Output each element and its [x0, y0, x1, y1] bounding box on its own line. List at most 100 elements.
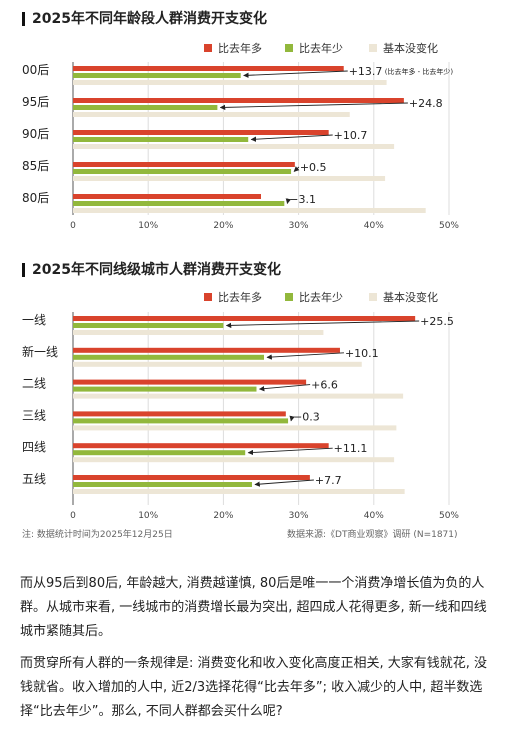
city-tier-chart-svg: 比去年多 比去年少 基本没变化 0 10% 20% 30% 40% 50% 一线 +25.5 新一线 +…: [22, 290, 459, 521]
paragraph: 而贯穿所有人群的一条规律是: 消费变化和收入变化高度正相关, 大家有钱就花, 没…: [20, 656, 488, 719]
legend-swatch-same: [369, 44, 377, 52]
annotation-label: +7.7: [315, 474, 342, 487]
age-chart: 2025年不同年龄段人群消费开支变化 比去年多 比去年少 基本没变化 0 10% 20% 3…: [0, 0, 507, 245]
category-label: 85后: [22, 159, 49, 173]
bar-less: [73, 201, 285, 206]
annotation-label: +6.6: [311, 379, 338, 392]
annotation-arrow: [247, 447, 333, 456]
bar-same: [73, 425, 397, 431]
bar-same: [73, 489, 405, 494]
chart-title: 2025年不同线级城市人群消费开支变化: [22, 263, 281, 277]
x-tick-label: 40%: [364, 221, 384, 231]
annotation-arrow: [254, 479, 314, 487]
bar-less: [73, 137, 249, 142]
footnote: 注: 数据统计时间为2025年12月25日: [22, 530, 173, 540]
annotation-label: +25.5: [420, 315, 454, 328]
bar-less: [73, 169, 292, 174]
x-tick-label: 20%: [213, 511, 233, 521]
bar-more: [73, 130, 329, 135]
category-label: 三线: [22, 408, 46, 422]
bar-more: [73, 162, 295, 167]
annotation-arrow: [285, 198, 292, 205]
annotation-arrow: [243, 70, 348, 78]
bar-same: [73, 330, 324, 335]
x-tick-label: 10%: [138, 221, 158, 231]
annotation-arrow: [219, 102, 408, 111]
legend-label-less: 比去年少: [299, 290, 343, 304]
legend-label-same: 基本没变化: [383, 41, 438, 55]
bar-more: [73, 379, 307, 385]
annotation-label: −3.1: [289, 193, 316, 206]
annotation-label: +0.5: [300, 161, 327, 174]
x-tick-label: 0: [70, 221, 76, 231]
x-tick-label: 10%: [138, 511, 158, 521]
x-tick-label: 40%: [364, 511, 384, 521]
category-label: 90后: [22, 127, 49, 141]
category-label: 80后: [22, 191, 49, 205]
annotation-arrow: [258, 384, 311, 392]
bar-same: [73, 112, 350, 117]
annotation-arrow: [225, 320, 420, 329]
x-tick-label: 30%: [289, 511, 309, 521]
bar-less: [73, 105, 218, 110]
annotation-arrow: [293, 166, 300, 172]
bar-same: [73, 144, 395, 149]
paragraph: 而从95后到80后, 年龄越大, 消费越谨慎, 80后是唯一一个消费净增长值为负…: [20, 576, 487, 639]
x-tick-label: 50%: [439, 221, 459, 231]
age-chart-svg: 比去年多 比去年少 基本没变化 0 10% 20% 30% 40% 50% 00后 +13.7 (比去…: [22, 41, 459, 231]
legend-label-more: 比去年多: [218, 290, 262, 304]
annotation-label: +10.7: [334, 129, 368, 142]
legend-swatch-same: [369, 293, 377, 301]
category-label: 95后: [22, 95, 49, 109]
source-note: 数据来源:《DT商业观察》调研 (N=1871): [287, 530, 458, 540]
bar-more: [73, 411, 286, 417]
annotation-label: +10.1: [345, 347, 379, 360]
legend-swatch-less: [285, 293, 293, 301]
bar-more: [73, 347, 340, 353]
category-label: 四线: [22, 440, 46, 454]
x-tick-label: 50%: [439, 511, 459, 521]
category-label: 新一线: [22, 344, 58, 359]
annotation-label: +24.8: [409, 97, 443, 110]
legend-label-more: 比去年多: [218, 41, 262, 55]
x-tick-label: 30%: [289, 221, 309, 231]
bar-more: [73, 194, 261, 199]
chart-title: 2025年不同年龄段人群消费开支变化: [22, 12, 267, 26]
bar-less: [73, 323, 224, 328]
bar-same: [73, 457, 395, 463]
bar-more: [73, 475, 310, 480]
annotation-note: (比去年多 - 比去年少): [385, 67, 454, 76]
bar-less: [73, 418, 289, 424]
city-tier-chart: 2025年不同线级城市人群消费开支变化 比去年多 比去年少 基本没变化 0 10% 20%…: [0, 255, 507, 545]
x-tick-label: 0: [70, 511, 76, 521]
bar-same: [73, 393, 404, 399]
category-label: 五线: [22, 472, 46, 486]
annotation-arrow: [250, 134, 333, 142]
annotation-label: +11.1: [334, 442, 368, 455]
bar-same: [73, 176, 386, 181]
bar-less: [73, 482, 252, 487]
bar-same: [73, 80, 387, 85]
x-tick-label: 20%: [213, 221, 233, 231]
bar-more: [73, 443, 329, 449]
bar-less: [73, 354, 265, 360]
bar-less: [73, 73, 241, 78]
annotation-arrow: [289, 415, 295, 422]
category-label: 二线: [22, 377, 46, 391]
legend-swatch-less: [285, 44, 293, 52]
category-label: 00后: [22, 63, 49, 77]
annotation-label: +13.7: [349, 65, 383, 78]
bar-more: [73, 66, 344, 71]
bar-more: [73, 98, 404, 103]
legend-swatch-more: [204, 44, 212, 52]
bar-less: [73, 386, 257, 392]
legend-label-less: 比去年少: [299, 41, 343, 55]
bar-same: [73, 208, 426, 213]
legend-label-same: 基本没变化: [383, 290, 438, 304]
bar-more: [73, 316, 416, 321]
legend-swatch-more: [204, 293, 212, 301]
bar-less: [73, 450, 246, 456]
bar-same: [73, 361, 362, 367]
category-label: 一线: [22, 313, 46, 327]
annotation-arrow: [266, 352, 344, 360]
